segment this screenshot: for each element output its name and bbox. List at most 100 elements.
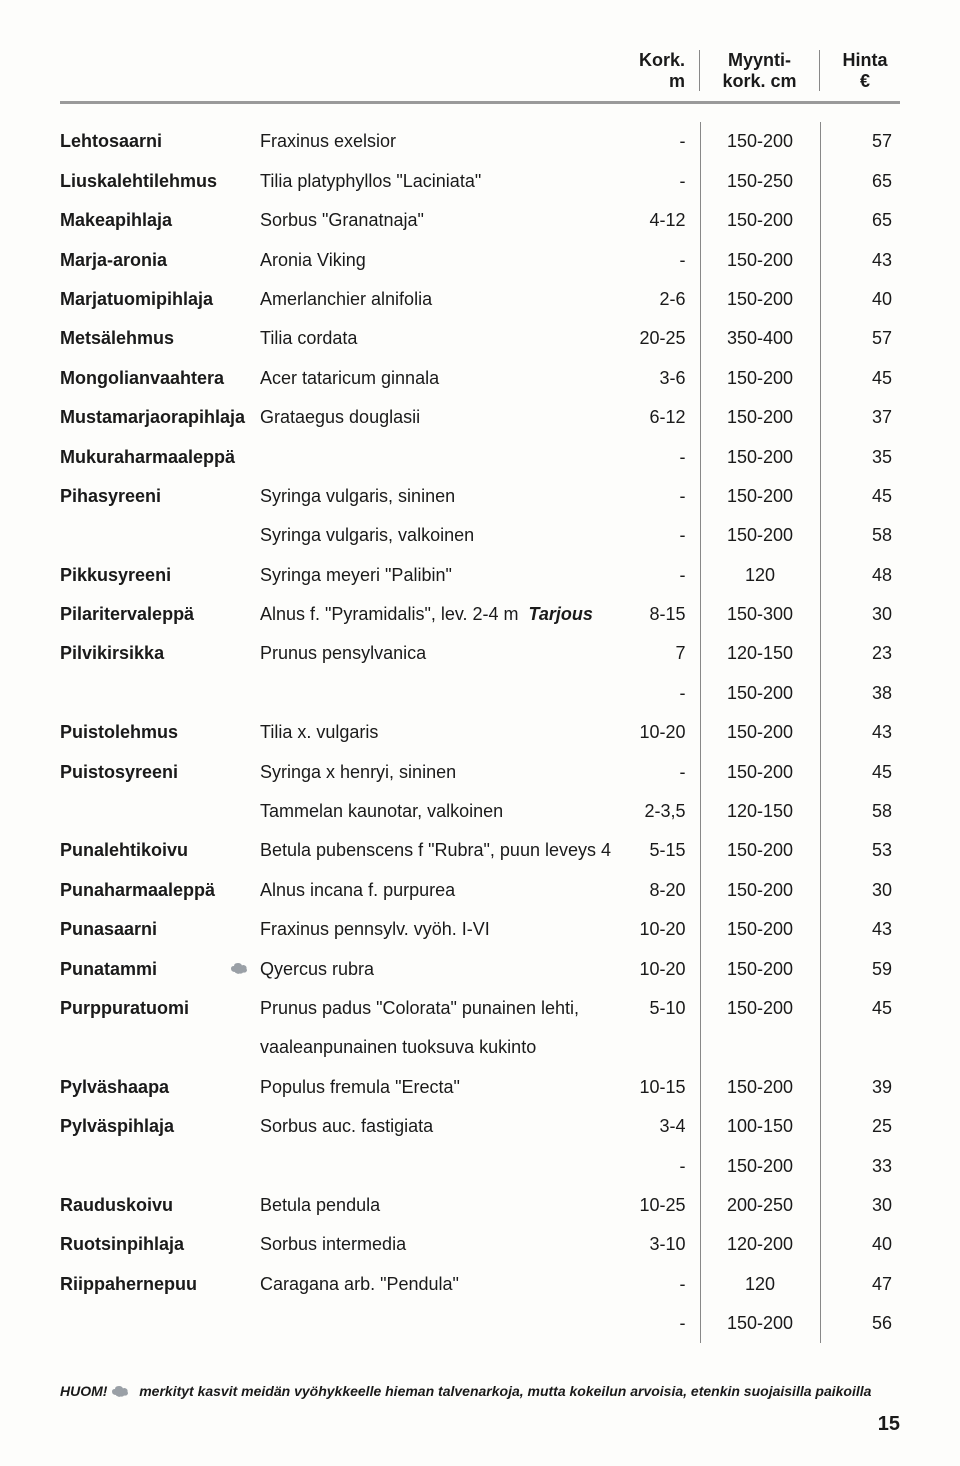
- plant-desc-cell: Amerlanchier alnifolia2-6: [260, 280, 700, 319]
- plant-desc-cell: Syringa vulgaris, valkoinen-: [260, 516, 700, 555]
- table-header: Kork. m Myynti- kork. cm Hinta €: [60, 50, 900, 104]
- plant-desc-cell: Acer tataricum ginnala3-6: [260, 359, 700, 398]
- plant-hinta: 43: [820, 241, 900, 280]
- plant-desc: Fraxinus exelsior: [260, 130, 626, 153]
- plant-name: Puistosyreeni: [60, 753, 260, 792]
- plant-hinta: 30: [820, 595, 900, 634]
- plant-kork: 2-3,5: [626, 800, 686, 823]
- plant-name: Rauduskoivu: [60, 1186, 260, 1225]
- plant-name: Purppuratuomi: [60, 989, 260, 1028]
- plant-name: Punasaarni: [60, 910, 260, 949]
- plant-hinta: 23: [820, 634, 900, 673]
- plant-desc: Betula pubenscens f "Rubra", puun leveys…: [260, 839, 626, 862]
- plant-myynti: 150-200: [700, 1147, 820, 1186]
- plant-kork: -: [626, 170, 686, 193]
- plant-kork: -: [626, 761, 686, 784]
- footnote-huom: HUOM!: [60, 1383, 107, 1399]
- plant-kork: -: [626, 682, 686, 705]
- table-row: PikkusyreeniSyringa meyeri "Palibin"-120…: [60, 556, 900, 595]
- plant-hinta: 40: [820, 280, 900, 319]
- price-table: LehtosaarniFraxinus exelsior-150-20057Li…: [60, 122, 900, 1343]
- table-row: Tammelan kaunotar, valkoinen2-3,5120-150…: [60, 792, 900, 831]
- plant-name: Mukuraharmaaleppä: [60, 438, 260, 477]
- plant-myynti: 150-200: [700, 398, 820, 437]
- plant-hinta: 48: [820, 556, 900, 595]
- plant-desc-cell: Tilia platyphyllos "Laciniata"-: [260, 162, 700, 201]
- header-hinta-l1: Hinta: [830, 50, 900, 71]
- plant-desc: Tilia cordata: [260, 327, 626, 350]
- plant-hinta: [820, 1028, 900, 1067]
- table-row: PilvikirsikkaPrunus pensylvanica7120-150…: [60, 634, 900, 673]
- plant-myynti: 100-150: [700, 1107, 820, 1146]
- table-row: PylväshaapaPopulus fremula "Erecta"10-15…: [60, 1068, 900, 1107]
- table-row: RiippahernepuuCaragana arb. "Pendula"-12…: [60, 1265, 900, 1304]
- plant-kork: 20-25: [626, 327, 686, 350]
- plant-kork: -: [626, 1312, 686, 1335]
- plant-desc: vaaleanpunainen tuoksuva kukinto: [260, 1036, 626, 1059]
- table-row: PylväspihlajaSorbus auc. fastigiata3-410…: [60, 1107, 900, 1146]
- plant-kork: 2-6: [626, 288, 686, 311]
- plant-name: Metsälehmus: [60, 319, 260, 358]
- table-row: PuistolehmusTilia x. vulgaris10-20150-20…: [60, 713, 900, 752]
- plant-hinta: 59: [820, 950, 900, 989]
- table-row: LiuskalehtilehmusTilia platyphyllos "Lac…: [60, 162, 900, 201]
- plant-kork: 6-12: [626, 406, 686, 429]
- plant-kork: 10-20: [626, 721, 686, 744]
- header-myynti-l2: kork. cm: [708, 71, 811, 92]
- plant-kork: 10-20: [626, 958, 686, 981]
- plant-hinta: 57: [820, 122, 900, 161]
- plant-name: Pihasyreeni: [60, 477, 260, 516]
- header-hinta: Hinta €: [820, 50, 900, 91]
- plant-kork: -: [626, 446, 686, 469]
- plant-myynti: 150-200: [700, 713, 820, 752]
- plant-myynti: 120: [700, 556, 820, 595]
- plant-kork: -: [626, 524, 686, 547]
- plant-hinta: 45: [820, 753, 900, 792]
- plant-desc: Amerlanchier alnifolia: [260, 288, 626, 311]
- plant-desc: Populus fremula "Erecta": [260, 1076, 626, 1099]
- plant-name: Pikkusyreeni: [60, 556, 260, 595]
- plant-desc-cell: Fraxinus exelsior-: [260, 122, 700, 161]
- table-row: PurppuratuomiPrunus padus "Colorata" pun…: [60, 989, 900, 1028]
- plant-kork: 3-10: [626, 1233, 686, 1256]
- plant-desc: Fraxinus pennsylv. vyöh. I-VI: [260, 918, 626, 941]
- plant-name: Makeapihlaja: [60, 201, 260, 240]
- plant-kork: 3-6: [626, 367, 686, 390]
- table-row: MakeapihlajaSorbus "Granatnaja"4-12150-2…: [60, 201, 900, 240]
- plant-myynti: 150-200: [700, 516, 820, 555]
- header-myynti: Myynti- kork. cm: [700, 50, 820, 91]
- plant-hinta: 45: [820, 477, 900, 516]
- plant-myynti: 150-200: [700, 241, 820, 280]
- plant-desc-cell: Prunus pensylvanica7: [260, 634, 700, 673]
- table-row: Mukuraharmaaleppä-150-20035: [60, 438, 900, 477]
- table-row: PilaritervaleppäAlnus f. "Pyramidalis", …: [60, 595, 900, 634]
- plant-myynti: 150-250: [700, 162, 820, 201]
- plant-myynti: 150-200: [700, 989, 820, 1028]
- plant-name: Punaharmaaleppä: [60, 871, 260, 910]
- plant-kork: 5-15: [626, 839, 686, 862]
- table-row: -150-20056: [60, 1304, 900, 1343]
- plant-desc-cell: Betula pubenscens f "Rubra", puun leveys…: [260, 831, 700, 870]
- plant-name: Liuskalehtilehmus: [60, 162, 260, 201]
- plant-name: [60, 516, 260, 555]
- plant-name: Marja-aronia: [60, 241, 260, 280]
- plant-myynti: 150-200: [700, 753, 820, 792]
- plant-name: [60, 674, 260, 713]
- table-row: RuotsinpihlajaSorbus intermedia3-10120-2…: [60, 1225, 900, 1264]
- plant-desc-cell: Alnus incana f. purpurea8-20: [260, 871, 700, 910]
- plant-hinta: 56: [820, 1304, 900, 1343]
- plant-name: [60, 1304, 260, 1343]
- plant-desc: Prunus padus "Colorata" punainen lehti,: [260, 997, 626, 1020]
- plant-desc-cell: vaaleanpunainen tuoksuva kukinto: [260, 1028, 700, 1067]
- plant-desc: Sorbus "Granatnaja": [260, 209, 626, 232]
- table-row: Syringa vulgaris, valkoinen-150-20058: [60, 516, 900, 555]
- table-row: RauduskoivuBetula pendula10-25200-25030: [60, 1186, 900, 1225]
- plant-kork: 8-15: [626, 603, 686, 626]
- plant-kork: -: [626, 130, 686, 153]
- plant-desc-cell: Syringa x henryi, sininen-: [260, 753, 700, 792]
- table-row: Punatammi Qyercus rubra10-20150-20059: [60, 950, 900, 989]
- plant-myynti: 150-200: [700, 122, 820, 161]
- plant-hinta: 65: [820, 162, 900, 201]
- table-row: MustamarjaorapihlajaGrataegus douglasii6…: [60, 398, 900, 437]
- plant-name: Pilvikirsikka: [60, 634, 260, 673]
